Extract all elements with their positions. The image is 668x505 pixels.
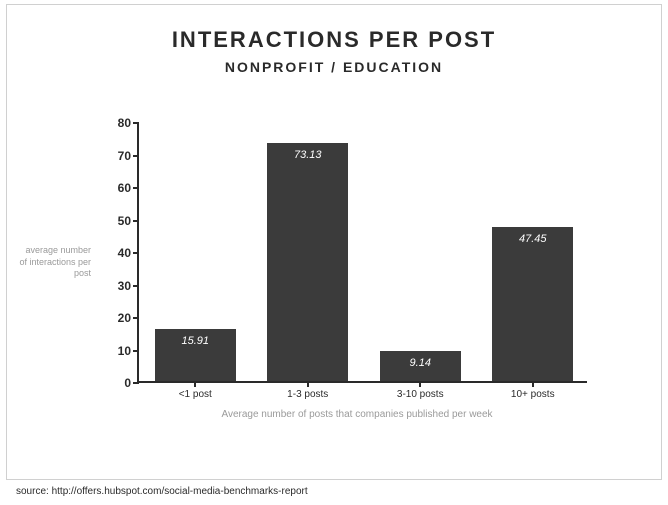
x-tick — [194, 381, 196, 387]
y-tick — [133, 382, 139, 384]
x-axis-label: Average number of posts that companies p… — [97, 409, 617, 420]
y-tick-label: 10 — [105, 344, 131, 358]
y-tick-label: 80 — [105, 116, 131, 130]
category-label: 3-10 posts — [370, 389, 470, 400]
y-tick-label: 70 — [105, 149, 131, 163]
y-tick-label: 0 — [105, 376, 131, 390]
category-label: 1-3 posts — [258, 389, 358, 400]
category-label: <1 post — [145, 389, 245, 400]
y-tick — [133, 187, 139, 189]
y-tick — [133, 350, 139, 352]
bar-value-label: 73.13 — [267, 149, 348, 161]
y-tick — [133, 252, 139, 254]
y-tick — [133, 285, 139, 287]
chart-frame: INTERACTIONS PER POST NONPROFIT / EDUCAT… — [6, 4, 662, 480]
bar: 9.14 — [380, 351, 461, 381]
category-label: 10+ posts — [483, 389, 583, 400]
y-tick — [133, 122, 139, 124]
x-tick — [307, 381, 309, 387]
y-tick-label: 20 — [105, 311, 131, 325]
chart-area: average number of interactions per post … — [97, 123, 617, 413]
x-tick — [532, 381, 534, 387]
bar: 73.13 — [267, 143, 348, 381]
y-tick-label: 60 — [105, 181, 131, 195]
chart-title: INTERACTIONS PER POST — [7, 27, 661, 53]
y-axis-label: average number of interactions per post — [19, 245, 91, 280]
x-tick — [419, 381, 421, 387]
bar: 47.45 — [492, 227, 573, 381]
bar-value-label: 15.91 — [155, 335, 236, 347]
y-tick-label: 50 — [105, 214, 131, 228]
y-tick — [133, 220, 139, 222]
bar-value-label: 9.14 — [380, 357, 461, 369]
y-tick — [133, 317, 139, 319]
bar-value-label: 47.45 — [492, 233, 573, 245]
y-tick-label: 40 — [105, 246, 131, 260]
source-text: source: http://offers.hubspot.com/social… — [16, 486, 308, 497]
bar: 15.91 — [155, 329, 236, 381]
plot-region: 0102030405060708015.91<1 post73.131-3 po… — [137, 123, 587, 383]
y-tick-label: 30 — [105, 279, 131, 293]
y-tick — [133, 155, 139, 157]
chart-subtitle: NONPROFIT / EDUCATION — [7, 59, 661, 75]
